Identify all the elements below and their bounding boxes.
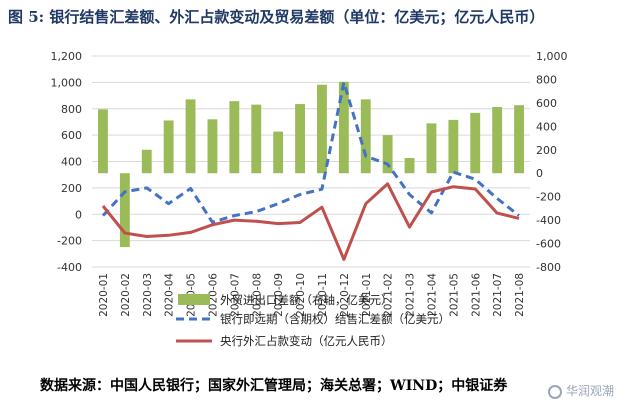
legend-label: 银行即远期（含期权）结售汇差额（亿美元）: [220, 312, 450, 326]
legend-label: 央行外汇占款变动（亿元人民币）: [220, 334, 393, 348]
bar: [119, 173, 130, 248]
right-tick-label: 600: [536, 97, 557, 110]
x-tick-label: 2020-03: [142, 273, 154, 317]
bar-series: [98, 81, 524, 248]
bar: [251, 104, 262, 174]
data-source: 数据来源：中国人民银行；国家外汇管理局；海关总署；WIND；中银证券: [40, 378, 508, 394]
x-tick-label: 2020-04: [164, 273, 176, 317]
x-tick-label: 2021-04: [426, 273, 438, 317]
bar: [470, 112, 481, 174]
x-tick-label: 2021-07: [492, 273, 504, 317]
x-tick-label: 2021-05: [448, 273, 460, 317]
left-tick-label: 200: [61, 182, 82, 195]
x-axis-ticks: 2020-012020-022020-032020-042020-052020-…: [98, 273, 526, 317]
right-tick-label: 0: [536, 167, 543, 180]
left-tick-label: 0: [75, 208, 82, 221]
x-tick-label: 2020-07: [229, 273, 241, 317]
left-tick-label: 1,000: [51, 76, 83, 89]
left-axis-ticks: -400 -200 0 200 400 600 800 1,000 1,200: [51, 50, 83, 274]
bar: [141, 149, 152, 174]
bar: [514, 105, 524, 174]
x-tick-label: 2021-06: [470, 273, 482, 317]
line-series-fx-reserves: [101, 182, 520, 261]
x-tick-label: 2020-12: [339, 273, 351, 317]
bar: [163, 120, 174, 174]
bar: [273, 131, 284, 174]
x-tick-label: 2021-02: [383, 273, 395, 317]
bar: [360, 99, 371, 174]
bar: [404, 157, 415, 174]
right-axis-ticks: -800 -600 -400 -200 0 200 400 600 800 1,000: [536, 50, 568, 274]
watermark: 华润观潮: [548, 382, 614, 399]
bar: [317, 84, 327, 174]
bar: [185, 99, 196, 174]
x-tick-label: 2020-06: [207, 273, 219, 317]
figure-title: 图 5: 银行结售汇差额、外汇占款变动及贸易差额（单位：亿美元；亿元人民币）: [8, 8, 545, 26]
x-tick-label: 2020-02: [120, 273, 132, 317]
left-tick-label: 1,200: [51, 50, 83, 63]
bar: [448, 119, 459, 174]
right-tick-label: 200: [536, 144, 557, 157]
right-tick-label: -600: [536, 238, 561, 251]
right-tick-label: -800: [536, 261, 561, 274]
right-tick-label: -200: [536, 191, 561, 204]
bar: [492, 106, 503, 174]
watermark-text: 华润观潮: [566, 384, 615, 398]
legend: 外贸进出口差额（右轴，亿美元） 银行即远期（含期权）结售汇差额（亿美元） 央行外汇占…: [176, 293, 450, 348]
right-tick-label: 1,000: [536, 50, 568, 63]
bar: [207, 119, 218, 174]
x-tick-label: 2020-01: [98, 273, 110, 317]
right-tick-label: -400: [536, 214, 561, 227]
bar: [98, 109, 108, 174]
x-tick-label: 2021-08: [514, 273, 526, 317]
line-series-fx-settlement: [101, 80, 520, 224]
x-tick-label: 2020-09: [273, 273, 285, 317]
watermark-logo-icon: [548, 385, 562, 399]
x-tick-label: 2020-11: [317, 273, 329, 317]
left-tick-label: 800: [61, 103, 82, 116]
right-tick-label: 800: [536, 73, 557, 86]
left-tick-label: 600: [61, 129, 82, 142]
left-tick-label: -200: [57, 235, 82, 248]
x-tick-label: 2020-08: [251, 273, 263, 317]
bar: [229, 101, 240, 174]
x-tick-label: 2021-03: [405, 273, 417, 317]
left-tick-label: 400: [61, 156, 82, 169]
left-tick-label: -400: [57, 261, 82, 274]
x-tick-label: 2020-10: [295, 273, 307, 317]
line-series: [101, 80, 520, 261]
right-tick-label: 400: [536, 120, 557, 133]
legend-label: 外贸进出口差额（右轴，亿美元）: [220, 293, 393, 307]
bar: [382, 135, 393, 174]
x-tick-label: 2021-01: [361, 273, 373, 317]
bar: [426, 123, 437, 174]
bar: [338, 81, 349, 174]
legend-bar-swatch: [178, 294, 210, 305]
bar: [295, 104, 305, 174]
